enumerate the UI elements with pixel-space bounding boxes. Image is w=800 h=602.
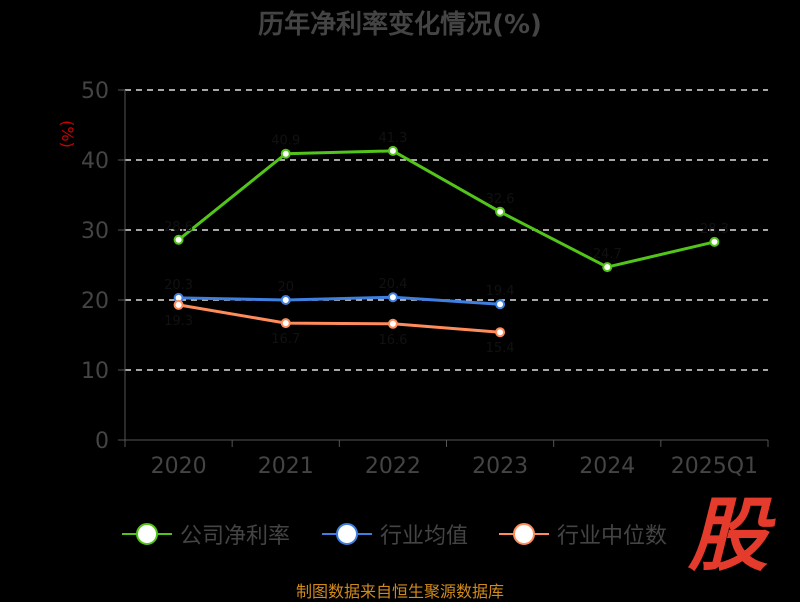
y-tick-label: 40 [81,149,109,174]
x-tick-label: 2024 [579,454,635,479]
y-tick-label: 10 [81,359,109,384]
data-point [173,234,184,245]
legend-label: 行业均值 [380,524,469,549]
data-point [495,299,506,310]
data-label: 19.4 [486,284,515,299]
series-line [178,295,501,306]
data-point [602,262,613,273]
legend-marker-icon [322,523,372,545]
legend-item-industry-median[interactable]: 行业中位数 [499,518,667,550]
data-label: 20.4 [378,277,407,292]
data-label: 40.9 [271,134,300,149]
brand-logo: 股 [688,489,768,582]
data-point [387,292,398,303]
x-tick-label: 2023 [472,454,528,479]
data-point [709,236,720,247]
legend-marker-icon [499,523,549,545]
x-tick-label: 2025Q1 [671,454,758,479]
data-point [495,327,506,338]
y-tick-label: 0 [95,429,109,454]
data-point [280,318,291,329]
legend-item-industry-avg[interactable]: 行业均值 [322,518,468,550]
data-point [495,206,506,217]
series-line [178,303,501,334]
data-label: 24.7 [593,247,622,262]
chart-title: 历年净利率变化情况(%) [258,10,542,40]
series-line [177,149,715,269]
data-label: 16.6 [378,333,407,348]
y-tick-label: 20 [81,289,109,314]
data-point [387,145,398,156]
data-label: 28.3 [700,222,729,237]
legend-marker-icon [122,523,172,545]
legend-label: 行业中位数 [557,524,668,549]
data-label: 41.3 [378,131,407,146]
data-label: 15.4 [486,341,515,356]
y-tick-label: 30 [81,219,109,244]
data-label: 32.6 [486,192,515,207]
data-label: 28.6 [164,220,193,235]
y-axis-label: (%) [58,120,77,148]
data-label: 16.7 [271,332,300,347]
legend-item-company[interactable]: 公司净利率 [122,518,290,550]
data-point [173,299,184,310]
data-label: 20 [277,280,294,295]
x-tick-label: 2022 [365,454,421,479]
data-point [280,295,291,305]
y-tick-label: 50 [81,79,109,104]
data-point [387,318,398,329]
data-point [280,148,291,159]
legend-label: 公司净利率 [180,524,291,549]
source-note: 制图数据来自恒生聚源数据库 [295,582,504,601]
x-tick-label: 2020 [151,454,207,479]
data-label: 20.3 [164,278,193,293]
data-label: 19.3 [164,314,193,329]
x-tick-label: 2021 [258,454,314,479]
